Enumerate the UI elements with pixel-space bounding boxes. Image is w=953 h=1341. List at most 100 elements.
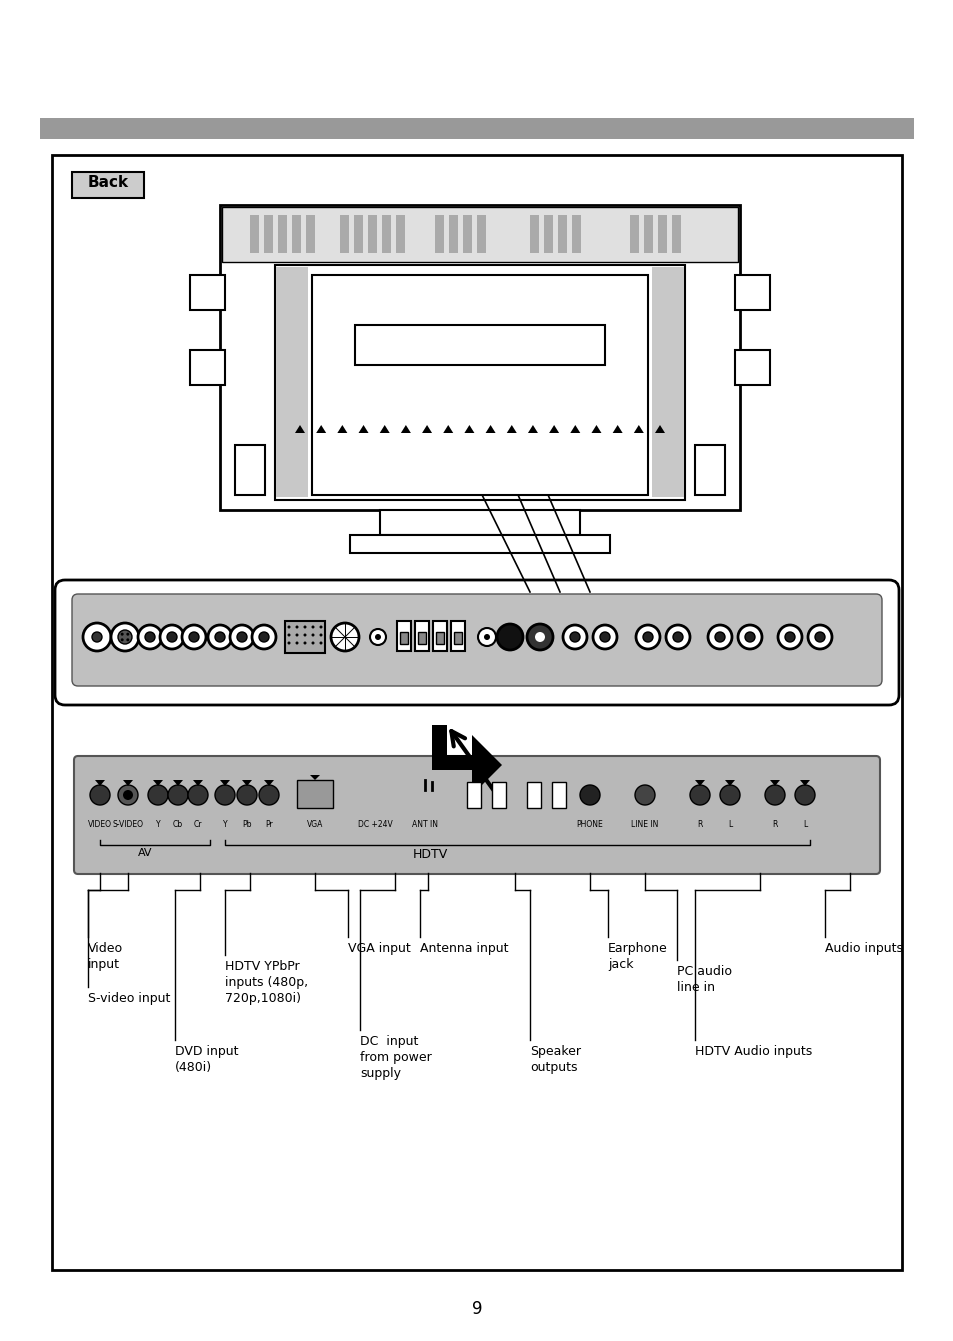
Polygon shape — [337, 425, 347, 433]
Circle shape — [636, 625, 659, 649]
Polygon shape — [695, 780, 704, 786]
Circle shape — [599, 632, 609, 642]
Circle shape — [160, 625, 184, 649]
Bar — [435, 215, 443, 253]
Polygon shape — [570, 425, 579, 433]
Text: Cr: Cr — [193, 819, 202, 829]
Bar — [395, 215, 405, 253]
Circle shape — [312, 625, 314, 629]
Circle shape — [83, 624, 111, 650]
Circle shape — [287, 633, 291, 637]
Text: S-VIDEO: S-VIDEO — [112, 819, 143, 829]
Bar — [629, 215, 639, 253]
Circle shape — [794, 784, 814, 805]
Circle shape — [689, 784, 709, 805]
Circle shape — [303, 625, 306, 629]
Bar — [734, 275, 769, 310]
Text: Earphone
jack: Earphone jack — [607, 941, 667, 971]
Bar — [296, 780, 333, 809]
Bar — [658, 215, 666, 253]
Circle shape — [569, 632, 579, 642]
Bar — [558, 215, 566, 253]
Text: Speaker
outputs: Speaker outputs — [530, 1045, 580, 1074]
Bar — [436, 632, 443, 644]
Polygon shape — [242, 780, 252, 786]
Text: Y: Y — [222, 819, 227, 829]
Polygon shape — [527, 425, 537, 433]
Circle shape — [148, 784, 168, 805]
Circle shape — [303, 641, 306, 645]
Circle shape — [744, 632, 754, 642]
Circle shape — [497, 624, 522, 650]
Bar — [190, 275, 225, 310]
Bar — [695, 445, 724, 495]
Polygon shape — [506, 425, 517, 433]
Text: Y: Y — [155, 819, 160, 829]
Bar — [40, 118, 913, 139]
Bar — [476, 215, 485, 253]
Bar — [543, 215, 553, 253]
FancyBboxPatch shape — [74, 756, 879, 874]
Circle shape — [370, 629, 386, 645]
Bar — [572, 215, 580, 253]
Bar — [220, 205, 740, 510]
Bar — [451, 621, 464, 650]
Bar — [671, 215, 680, 253]
Circle shape — [665, 625, 689, 649]
Text: DC +24V: DC +24V — [357, 819, 392, 829]
Circle shape — [168, 784, 188, 805]
Bar — [433, 621, 447, 650]
Bar — [454, 632, 461, 644]
Polygon shape — [379, 425, 389, 433]
Bar — [312, 275, 647, 495]
Text: L: L — [727, 819, 731, 829]
Circle shape — [287, 641, 291, 645]
Bar — [234, 445, 265, 495]
Circle shape — [214, 632, 225, 642]
Bar — [417, 632, 426, 644]
Text: Video
input: Video input — [88, 941, 123, 971]
Bar — [643, 215, 652, 253]
Text: DVD input
(480i): DVD input (480i) — [174, 1045, 238, 1074]
Bar — [462, 215, 472, 253]
Polygon shape — [633, 425, 643, 433]
Bar — [526, 782, 540, 809]
Circle shape — [331, 624, 358, 650]
Circle shape — [579, 784, 599, 805]
Text: VGA input: VGA input — [348, 941, 411, 955]
Text: 9: 9 — [471, 1299, 482, 1318]
Bar — [415, 621, 429, 650]
Text: Cb: Cb — [172, 819, 183, 829]
Bar — [190, 350, 225, 385]
Bar — [354, 215, 363, 253]
Polygon shape — [358, 425, 368, 433]
Bar — [275, 267, 308, 498]
Circle shape — [91, 632, 102, 642]
Bar — [339, 215, 349, 253]
Circle shape — [312, 633, 314, 637]
Bar — [285, 621, 325, 653]
Circle shape — [526, 624, 553, 650]
Circle shape — [214, 784, 234, 805]
Text: HDTV: HDTV — [412, 848, 447, 861]
Circle shape — [642, 632, 652, 642]
Text: VIDEO: VIDEO — [88, 819, 112, 829]
Polygon shape — [193, 780, 203, 786]
Polygon shape — [315, 425, 326, 433]
Polygon shape — [591, 425, 600, 433]
Polygon shape — [800, 780, 809, 786]
Polygon shape — [549, 425, 558, 433]
Circle shape — [707, 625, 731, 649]
Polygon shape — [655, 425, 664, 433]
Circle shape — [593, 625, 617, 649]
Text: Pr: Pr — [265, 819, 273, 829]
Bar — [651, 267, 683, 498]
Circle shape — [375, 634, 380, 640]
Bar — [368, 215, 376, 253]
Polygon shape — [464, 425, 474, 433]
Bar — [71, 172, 144, 198]
Text: HDTV YPbPr
inputs (480p,
720p,1080i): HDTV YPbPr inputs (480p, 720p,1080i) — [225, 960, 308, 1004]
Bar — [292, 215, 301, 253]
Circle shape — [252, 625, 275, 649]
FancyBboxPatch shape — [55, 581, 898, 705]
